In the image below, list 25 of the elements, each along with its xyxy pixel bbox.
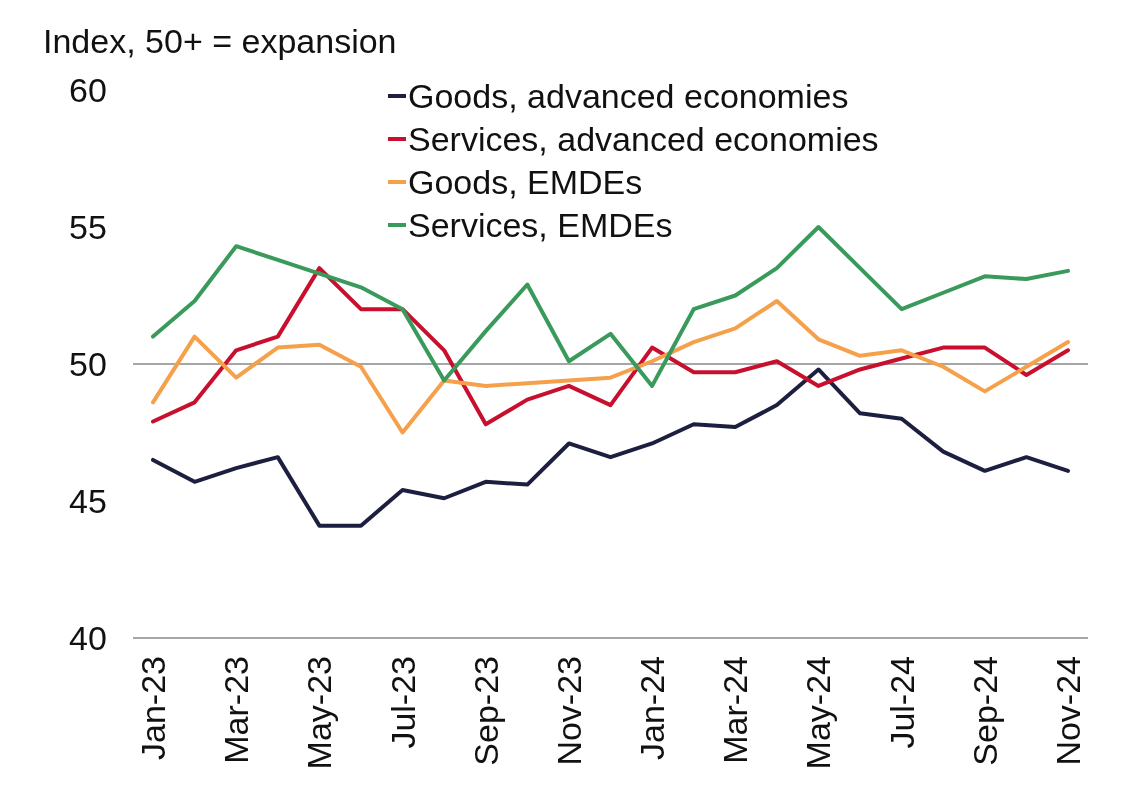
x-tick-label: May-23	[300, 656, 339, 770]
y-tick-label: 55	[69, 207, 107, 246]
y-tick-label: 50	[69, 344, 107, 383]
line-series	[151, 367, 1070, 528]
y-tick-label: 60	[69, 70, 107, 109]
x-tick-label: Sep-24	[965, 656, 1004, 766]
legend-label: Services, advanced economies	[408, 119, 879, 158]
legend-label: Goods, EMDEs	[408, 162, 643, 201]
legend-label: Goods, advanced economies	[408, 76, 849, 115]
x-tick-label: Jul-23	[383, 656, 422, 749]
x-tick-label: Nov-24	[1049, 656, 1087, 766]
x-tick-label: Jul-24	[882, 656, 921, 749]
y-tick-label: 40	[69, 618, 107, 657]
x-tick-label: Mar-23	[217, 656, 256, 764]
line-series	[151, 266, 1070, 427]
x-tick-label: Jan-23	[134, 656, 172, 760]
x-tick-label: Nov-23	[549, 656, 588, 766]
y-axis-title: Index, 50+ = expansion	[43, 22, 397, 60]
x-tick-label: Jan-24	[633, 656, 672, 760]
y-tick-label: 45	[69, 481, 107, 520]
x-tick-label: Mar-24	[716, 656, 755, 764]
x-tick-label: May-24	[799, 656, 838, 770]
line-series	[151, 298, 1070, 435]
legend-label: Services, EMDEs	[408, 205, 673, 244]
x-tick-label: Sep-23	[466, 656, 505, 766]
